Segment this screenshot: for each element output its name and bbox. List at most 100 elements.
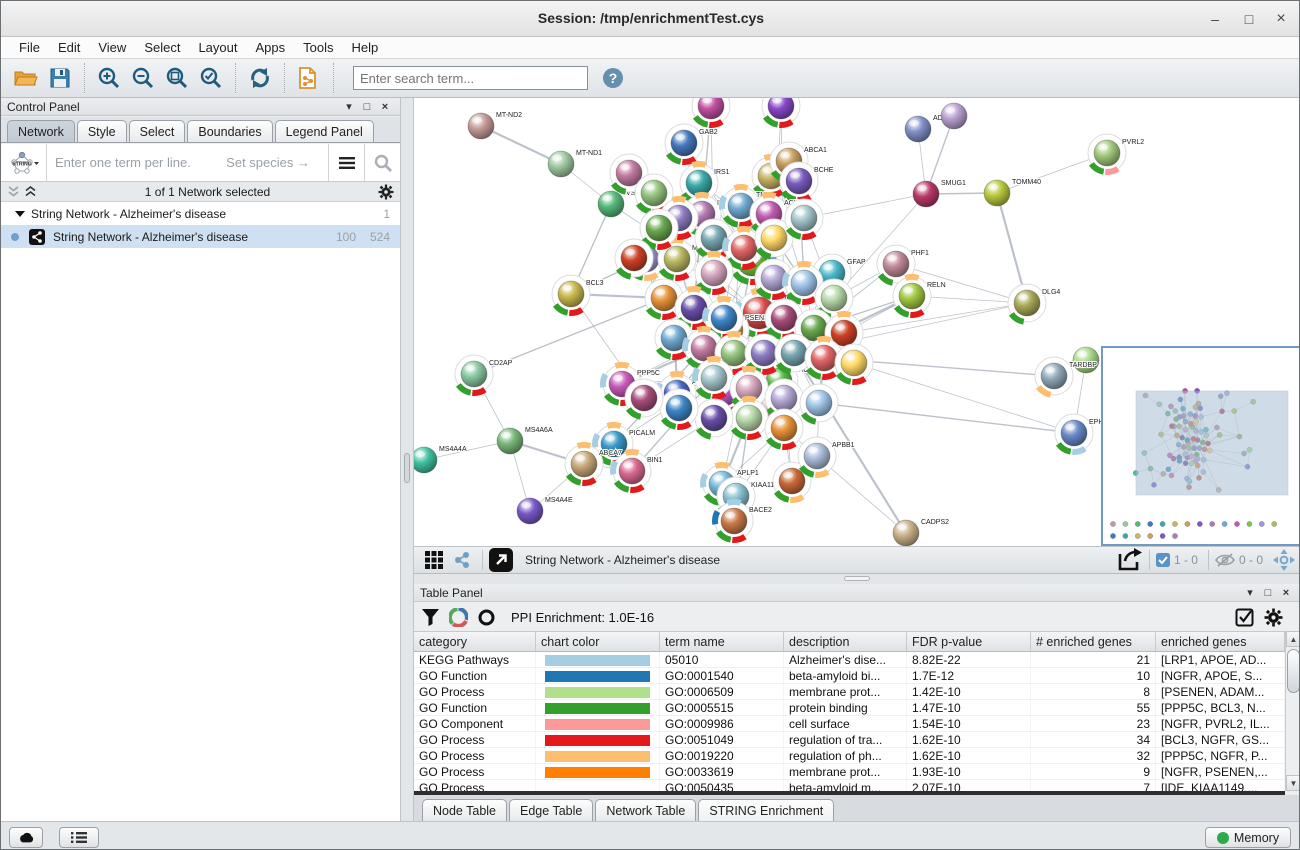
scrollbar-thumb[interactable]	[1287, 649, 1299, 693]
enrichment-row[interactable]: GO Process GO:0006509 membrane prot... 1.42…	[414, 684, 1285, 700]
table-scrollbar[interactable]: ▲ ▼	[1285, 631, 1299, 791]
refresh-button[interactable]	[243, 62, 277, 94]
menu-item-help[interactable]: Help	[351, 40, 379, 55]
panel-float-icon[interactable]: □	[363, 100, 371, 113]
memory-button[interactable]: Memory	[1205, 827, 1291, 848]
network-node-count: 100	[335, 229, 356, 244]
tree-expand-icon[interactable]	[15, 210, 25, 218]
collection-name: String Network - Alzheimer's disease	[31, 206, 227, 221]
navigate-compass-icon[interactable]	[1273, 549, 1295, 571]
panel-splitter-vertical[interactable]	[401, 98, 414, 821]
column-header-chart-color[interactable]: chart color	[536, 632, 660, 651]
scroll-down-icon[interactable]: ▼	[1286, 775, 1299, 791]
network-view[interactable]: MT-ND2MT-ND1VSNL1GAB2IRS1CHATABCA1BCHEIL…	[414, 98, 1300, 546]
tab-network[interactable]: Network	[7, 120, 75, 142]
minimize-button[interactable]: –	[1211, 11, 1219, 27]
enrichment-row[interactable]: KEGG Pathways 05010 Alzheimer's dise... 8.8…	[414, 652, 1285, 668]
export-network-button[interactable]	[1117, 548, 1143, 572]
network-row[interactable]: String Network - Alzheimer's disease 100…	[1, 225, 400, 248]
network-options-gear-icon[interactable]	[378, 184, 394, 200]
tab-network-table[interactable]: Network Table	[595, 799, 697, 821]
birds-eye-canvas[interactable]	[1103, 348, 1299, 544]
enrichment-table-header: category chart color term name description F…	[414, 631, 1285, 652]
string-query-input[interactable]: Enter one term per line. Set species →	[47, 144, 328, 181]
tab-style[interactable]: Style	[76, 120, 127, 142]
open-file-button[interactable]	[9, 62, 43, 94]
birds-eye-view[interactable]	[1101, 346, 1299, 546]
table-panel-close-icon[interactable]: ×	[1282, 586, 1290, 599]
network-share-view-button[interactable]	[448, 548, 476, 572]
string-search-button[interactable]	[364, 144, 400, 181]
splitter-handle-horizontal[interactable]	[844, 576, 870, 581]
zoom-out-button[interactable]	[126, 62, 160, 94]
collapse-all-icon[interactable]	[7, 186, 20, 197]
tab-string-enrichment[interactable]: STRING Enrichment	[698, 799, 835, 821]
cell-enriched-genes: [BCL3, NGFR, GS...	[1156, 732, 1285, 747]
save-session-button[interactable]	[43, 62, 77, 94]
filter-icon[interactable]	[422, 608, 439, 626]
tab-select[interactable]: Select	[128, 120, 186, 142]
enrichment-row[interactable]: GO Process GO:0019220 regulation of ph... 1…	[414, 748, 1285, 764]
splitter-handle[interactable]	[404, 453, 410, 483]
import-network-button[interactable]	[292, 62, 326, 94]
ring-chart-icon[interactable]	[478, 609, 495, 626]
scroll-up-icon[interactable]: ▲	[1286, 631, 1299, 647]
zoom-in-button[interactable]	[92, 62, 126, 94]
search-input[interactable]	[353, 66, 588, 90]
species-hint[interactable]: Set species →	[226, 155, 310, 170]
menu-item-tools[interactable]: Tools	[303, 40, 334, 55]
menu-item-layout[interactable]: Layout	[198, 40, 238, 55]
svg-text:BACE2: BACE2	[749, 507, 772, 514]
column-header-description[interactable]: description	[784, 632, 907, 651]
enrichment-row[interactable]: GO Process GO:0050435 beta-amyloid m... 2.0…	[414, 780, 1285, 791]
close-button[interactable]: ×	[1276, 10, 1286, 27]
cloud-tasks-button[interactable]	[9, 827, 43, 848]
help-button[interactable]: ?	[596, 62, 630, 94]
expand-all-icon[interactable]	[24, 186, 37, 197]
column-header-term-name[interactable]: term name	[660, 632, 784, 651]
menu-item-select[interactable]: Select	[144, 40, 181, 55]
zoom-fit-button[interactable]	[160, 62, 194, 94]
cell-category: GO Process	[414, 684, 536, 699]
selected-nodes-checkbox-icon[interactable]	[1155, 553, 1170, 567]
cell-description: beta-amyloid m...	[784, 780, 907, 791]
grid-view-button[interactable]	[420, 548, 448, 572]
select-columns-icon[interactable]	[1235, 608, 1254, 627]
string-options-button[interactable]	[328, 144, 364, 181]
cell-enriched-genes: [NGFR, PVRL2, IL...	[1156, 716, 1285, 731]
tab-boundaries[interactable]: Boundaries	[187, 120, 273, 142]
enrichment-chart-icon[interactable]	[449, 607, 468, 627]
menu-item-view[interactable]: View	[98, 40, 127, 55]
hidden-eye-icon[interactable]	[1215, 553, 1235, 567]
panel-menu-icon[interactable]: ▾	[346, 101, 352, 113]
column-header-enriched-genes[interactable]: enriched genes	[1156, 632, 1285, 651]
enrichment-row[interactable]: GO Function GO:0005515 protein binding 1.47…	[414, 700, 1285, 716]
task-history-button[interactable]	[59, 827, 99, 848]
network-canvas[interactable]: MT-ND2MT-ND1VSNL1GAB2IRS1CHATABCA1BCHEIL…	[414, 98, 1300, 546]
zoom-selected-button[interactable]	[194, 62, 228, 94]
menu-item-file[interactable]: File	[19, 40, 40, 55]
detach-view-button[interactable]	[489, 548, 513, 572]
column-header-fdr-p-value[interactable]: FDR p-value	[907, 632, 1031, 651]
string-protein-query-button[interactable]: STRING	[1, 144, 47, 181]
menu-item-edit[interactable]: Edit	[57, 40, 81, 55]
menu-item-apps[interactable]: Apps	[255, 40, 286, 55]
tab-node-table[interactable]: Node Table	[422, 799, 508, 821]
maximize-button[interactable]: □	[1244, 11, 1254, 27]
panel-splitter-horizontal[interactable]	[414, 574, 1299, 584]
svg-text:GFAP: GFAP	[847, 259, 866, 266]
column-header-category[interactable]: category	[414, 632, 536, 651]
panel-close-icon[interactable]: ×	[381, 100, 389, 113]
enrichment-row[interactable]: GO Process GO:0051049 regulation of tra...…	[414, 732, 1285, 748]
table-panel-menu-icon[interactable]: ▾	[1247, 587, 1253, 599]
enrichment-row[interactable]: GO Process GO:0033619 membrane prot... 1.93…	[414, 764, 1285, 780]
column-header-enriched-genes[interactable]: # enriched genes	[1031, 632, 1156, 651]
tab-legend-panel[interactable]: Legend Panel	[274, 120, 374, 142]
enrichment-row[interactable]: GO Component GO:0009986 cell surface 1.54E-…	[414, 716, 1285, 732]
tab-edge-table[interactable]: Edge Table	[509, 799, 594, 821]
control-panel-header: Control Panel ▾ □ ×	[1, 98, 400, 116]
network-collection-row[interactable]: String Network - Alzheimer's disease 1	[1, 202, 400, 225]
table-settings-gear-icon[interactable]	[1264, 608, 1283, 627]
table-panel-float-icon[interactable]: □	[1264, 586, 1272, 599]
enrichment-row[interactable]: GO Function GO:0001540 beta-amyloid bi... 1…	[414, 668, 1285, 684]
